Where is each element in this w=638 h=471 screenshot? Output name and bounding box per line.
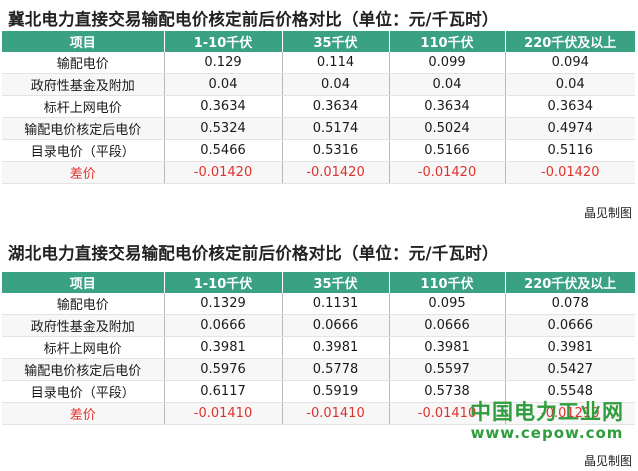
column-header-item: 项目 [2, 272, 165, 293]
table-cell: 0.5166 [389, 139, 506, 162]
column-header-1-10kv: 1-10千伏 [164, 272, 283, 293]
table-cell: 0.099 [389, 52, 506, 74]
table-cell: 0.0666 [389, 314, 506, 337]
table-cell: 0.3634 [282, 95, 390, 118]
watermark-url: www.cepow.com [470, 424, 624, 442]
table-cell: -0.01420 [389, 161, 506, 184]
table2-source: 晶见制图 [583, 454, 632, 468]
table2-header-row: 项目 1-10千伏 35千伏 110千伏 220千伏及以上 [2, 272, 635, 293]
table-cell: 0.114 [282, 52, 390, 74]
table-row: 输配电价 0.129 0.114 0.099 0.094 [2, 52, 635, 74]
table1-price-comparison: 项目 1-10千伏 35千伏 110千伏 220千伏及以上 输配电价 0.129… [2, 31, 635, 184]
table-row: 标杆上网电价 0.3634 0.3634 0.3634 0.3634 [2, 95, 635, 118]
column-header-item: 项目 [2, 31, 165, 52]
table-cell: 0.5976 [164, 358, 283, 381]
table-cell: 0.04 [505, 73, 635, 96]
table-cell: 0.0666 [505, 314, 635, 337]
table-cell: 0.3981 [505, 336, 635, 359]
table-cell: 0.3981 [389, 336, 506, 359]
row-label: 输配电价 [2, 52, 165, 74]
table-cell: 0.3634 [389, 95, 506, 118]
table-cell: 0.5778 [282, 358, 390, 381]
table-cell: 0.5738 [389, 380, 506, 403]
table-cell: 0.0666 [282, 314, 390, 337]
table-cell: 0.3981 [282, 336, 390, 359]
table1-source: 晶见制图 [583, 206, 632, 220]
column-header-220kv-plus: 220千伏及以上 [505, 31, 635, 52]
table-cell: -0.01410 [164, 402, 283, 425]
column-header-35kv: 35千伏 [282, 272, 390, 293]
table-cell: 0.078 [505, 293, 635, 315]
table-cell: -0.01410 [282, 402, 390, 425]
row-label: 差价 [2, 402, 165, 425]
table-cell: 0.5316 [282, 139, 390, 162]
table-cell: 0.04 [389, 73, 506, 96]
watermark-name: 中国电力工业网 [470, 400, 624, 424]
table-row: 输配电价 0.1329 0.1131 0.095 0.078 [2, 293, 635, 315]
table-cell: 0.095 [389, 293, 506, 315]
table-cell: 0.3634 [164, 95, 283, 118]
table-cell: 0.5548 [505, 380, 635, 403]
table-row: 目录电价（平段） 0.6117 0.5919 0.5738 0.5548 [2, 380, 635, 403]
column-header-220kv-plus: 220千伏及以上 [505, 272, 635, 293]
table-row-difference: 差价 -0.01410 -0.01410 -0.01410 -0.01210 [2, 402, 635, 425]
table-cell: -0.01210 [505, 402, 635, 425]
table-cell: 0.04 [164, 73, 283, 96]
table-cell: 0.4974 [505, 117, 635, 140]
table-row: 政府性基金及附加 0.04 0.04 0.04 0.04 [2, 73, 635, 96]
table-cell: 0.1131 [282, 293, 390, 315]
table-cell: 0.5324 [164, 117, 283, 140]
column-header-110kv: 110千伏 [389, 31, 506, 52]
column-header-110kv: 110千伏 [389, 272, 506, 293]
table1-title: 冀北电力直接交易输配电价核定前后价格对比（单位：元/千瓦时） [8, 10, 499, 29]
table-cell: 0.0666 [164, 314, 283, 337]
table-cell: 0.3634 [505, 95, 635, 118]
row-label: 标杆上网电价 [2, 95, 165, 118]
table-cell: 0.04 [282, 73, 390, 96]
row-label: 输配电价核定后电价 [2, 358, 165, 381]
table-row: 政府性基金及附加 0.0666 0.0666 0.0666 0.0666 [2, 314, 635, 337]
table-cell: 0.129 [164, 52, 283, 74]
row-label: 差价 [2, 161, 165, 184]
row-label: 政府性基金及附加 [2, 73, 165, 96]
row-label: 输配电价核定后电价 [2, 117, 165, 140]
row-label: 目录电价（平段） [2, 380, 165, 403]
table-cell: 0.6117 [164, 380, 283, 403]
row-label: 标杆上网电价 [2, 336, 165, 359]
table-row: 输配电价核定后电价 0.5976 0.5778 0.5597 0.5427 [2, 358, 635, 381]
table-row-difference: 差价 -0.01420 -0.01420 -0.01420 -0.01420 [2, 161, 635, 184]
row-label: 目录电价（平段） [2, 139, 165, 162]
row-label: 输配电价 [2, 293, 165, 315]
table-cell: -0.01420 [282, 161, 390, 184]
table-cell: 0.5597 [389, 358, 506, 381]
column-header-35kv: 35千伏 [282, 31, 390, 52]
table-cell: -0.01410 [389, 402, 506, 425]
table-row: 输配电价核定后电价 0.5324 0.5174 0.5024 0.4974 [2, 117, 635, 140]
table-cell: 0.5427 [505, 358, 635, 381]
table-cell: 0.5116 [505, 139, 635, 162]
table-cell: 0.1329 [164, 293, 283, 315]
table-cell: 0.5919 [282, 380, 390, 403]
column-header-1-10kv: 1-10千伏 [164, 31, 283, 52]
table2-price-comparison: 项目 1-10千伏 35千伏 110千伏 220千伏及以上 输配电价 0.132… [2, 272, 635, 425]
table-cell: 0.3981 [164, 336, 283, 359]
table-row: 目录电价（平段） 0.5466 0.5316 0.5166 0.5116 [2, 139, 635, 162]
table1-header-row: 项目 1-10千伏 35千伏 110千伏 220千伏及以上 [2, 31, 635, 52]
table-cell: -0.01420 [164, 161, 283, 184]
table-cell: -0.01420 [505, 161, 635, 184]
table-cell: 0.094 [505, 52, 635, 74]
table-cell: 0.5174 [282, 117, 390, 140]
table2-title: 湖北电力直接交易输配电价核定前后价格对比（单位：元/千瓦时） [8, 244, 499, 263]
table-cell: 0.5024 [389, 117, 506, 140]
table-cell: 0.5466 [164, 139, 283, 162]
row-label: 政府性基金及附加 [2, 314, 165, 337]
watermark-logo: 中国电力工业网 www.cepow.com [470, 402, 624, 441]
table-row: 标杆上网电价 0.3981 0.3981 0.3981 0.3981 [2, 336, 635, 359]
